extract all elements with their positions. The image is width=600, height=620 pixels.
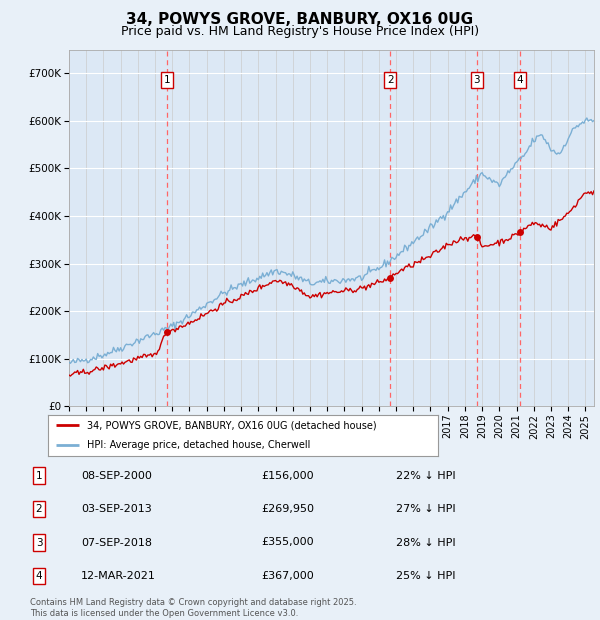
Text: 4: 4 bbox=[517, 75, 523, 85]
Text: 34, POWYS GROVE, BANBURY, OX16 0UG (detached house): 34, POWYS GROVE, BANBURY, OX16 0UG (deta… bbox=[87, 420, 377, 430]
Text: Price paid vs. HM Land Registry's House Price Index (HPI): Price paid vs. HM Land Registry's House … bbox=[121, 25, 479, 38]
Text: 3: 3 bbox=[473, 75, 480, 85]
Text: 27% ↓ HPI: 27% ↓ HPI bbox=[396, 504, 455, 514]
Text: 07-SEP-2018: 07-SEP-2018 bbox=[81, 538, 152, 547]
Text: 1: 1 bbox=[35, 471, 43, 480]
Text: 3: 3 bbox=[35, 538, 43, 547]
Text: HPI: Average price, detached house, Cherwell: HPI: Average price, detached house, Cher… bbox=[87, 440, 310, 450]
Text: 1: 1 bbox=[164, 75, 170, 85]
Text: 28% ↓ HPI: 28% ↓ HPI bbox=[396, 538, 455, 547]
Text: 2: 2 bbox=[35, 504, 43, 514]
Text: 03-SEP-2013: 03-SEP-2013 bbox=[81, 504, 152, 514]
Text: 12-MAR-2021: 12-MAR-2021 bbox=[81, 571, 156, 581]
Text: Contains HM Land Registry data © Crown copyright and database right 2025.
This d: Contains HM Land Registry data © Crown c… bbox=[30, 598, 356, 618]
Text: £355,000: £355,000 bbox=[261, 538, 314, 547]
Text: 22% ↓ HPI: 22% ↓ HPI bbox=[396, 471, 455, 480]
Text: 08-SEP-2000: 08-SEP-2000 bbox=[81, 471, 152, 480]
Text: 4: 4 bbox=[35, 571, 43, 581]
Text: £156,000: £156,000 bbox=[261, 471, 314, 480]
Text: 2: 2 bbox=[387, 75, 394, 85]
Text: 34, POWYS GROVE, BANBURY, OX16 0UG: 34, POWYS GROVE, BANBURY, OX16 0UG bbox=[127, 12, 473, 27]
Text: £269,950: £269,950 bbox=[261, 504, 314, 514]
Text: £367,000: £367,000 bbox=[261, 571, 314, 581]
Text: 25% ↓ HPI: 25% ↓ HPI bbox=[396, 571, 455, 581]
